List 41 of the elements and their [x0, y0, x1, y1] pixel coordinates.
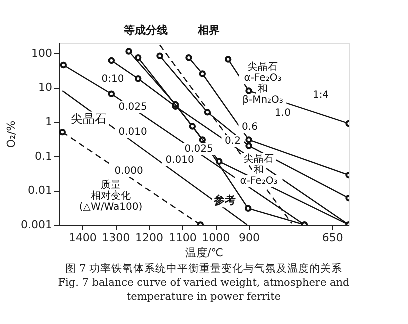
annotation: 1:4 — [312, 90, 330, 101]
annotation: 参考 — [213, 194, 236, 207]
y-tick-label: 0.01 — [28, 184, 52, 198]
y-tick-label: 100 — [32, 46, 52, 60]
annotation: 0.025 — [184, 144, 214, 155]
x-tick-label: 1400 — [68, 232, 97, 244]
annotation: 相对变化 — [91, 190, 131, 202]
x-axis-title: 温度/℃ — [185, 246, 224, 260]
y-tick-label: 0.1 — [35, 150, 52, 163]
annotation: α-Fe₂O₃ — [240, 176, 278, 187]
y-axis-title: O₂/% — [5, 120, 18, 148]
annotation: 尖晶石 — [71, 112, 107, 126]
annotation: 尖晶石 — [248, 61, 278, 73]
annotation: α-Fe₂O₃ — [244, 73, 282, 84]
annotation: 和 — [258, 83, 268, 95]
x-tick-label: 900 — [239, 232, 260, 244]
x-tick-label: 1300 — [102, 232, 130, 244]
y-tick-label: 1 — [46, 116, 52, 128]
annotation: 0.010 — [166, 155, 194, 166]
annotation: 质量 — [101, 179, 121, 191]
annotation: 和 — [254, 164, 264, 176]
caption: 图 7 功率铁氧体系统中平衡重量变化与气氛及温度的关系 — [65, 262, 343, 275]
annotation: 1.0 — [275, 108, 291, 119]
text: 相界 — [197, 24, 220, 37]
caption: Fig. 7 balance curve of varied weight, atmosphere and temperature in power ferrite — [58, 277, 350, 303]
annotation: 0.025 — [118, 102, 148, 113]
x-tick-label: 1000 — [202, 232, 230, 244]
y-tick-label: 10 — [38, 81, 52, 94]
annotation: β-Mn₂O₃ — [242, 95, 284, 106]
annotation: 0.6 — [242, 122, 258, 133]
annotation: 0.010 — [118, 127, 148, 138]
annotation: (△W/Wa100) — [79, 202, 143, 213]
annotation: 0.2 — [225, 136, 241, 147]
annotation: 0:10 — [102, 74, 124, 85]
text: 等成分线 — [123, 24, 168, 37]
x-tick-label: 650 — [322, 232, 344, 244]
y-tick-label: 0.001 — [21, 218, 52, 232]
annotation: 尖晶石 — [244, 153, 274, 165]
x-tick-label: 1200 — [136, 232, 164, 244]
annotation: 0.000 — [114, 166, 144, 177]
x-tick-label: 1100 — [168, 232, 197, 244]
